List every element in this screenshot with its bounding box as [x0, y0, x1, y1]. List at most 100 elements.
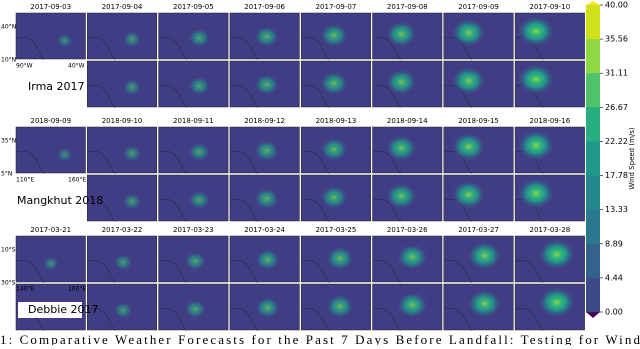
wind-field: [467, 289, 502, 318]
wind-field: [467, 241, 502, 270]
land-outline: [158, 198, 187, 222]
wind-field: [386, 69, 417, 95]
colorbar-band: [586, 277, 600, 313]
land-outline: [15, 259, 45, 283]
panel-date: 2018-09-11: [173, 117, 214, 125]
land-outline: [158, 36, 187, 60]
wind-field: [326, 294, 354, 318]
wind-field: [254, 26, 279, 48]
panel-date: 2017-09-05: [173, 3, 214, 11]
storm-name: Debbie 2017: [28, 303, 99, 316]
panel-date: 2018-09-10: [102, 117, 143, 125]
wind-field: [386, 135, 417, 161]
land-outline: [229, 198, 258, 222]
colorbar-band: [586, 107, 600, 142]
land-outline: [443, 36, 472, 60]
land-outline: [229, 307, 258, 331]
map-panel: [87, 126, 158, 174]
panel-date: 2017-03-23: [173, 226, 214, 234]
land-outline: [87, 150, 116, 174]
panel-date: 2018-09-15: [458, 117, 499, 125]
colorbar-tick-label: 8.89: [605, 239, 623, 248]
lat-label: 10°S: [1, 247, 16, 254]
panel-date: 2017-03-27: [458, 226, 499, 234]
wind-field: [517, 178, 554, 209]
colorbar-tick-label: 13.33: [605, 205, 628, 214]
wind-field: [254, 188, 279, 210]
land-outline: [301, 150, 330, 174]
wind-field: [397, 244, 428, 270]
colorbar-label: Wind Speed (m/s): [628, 127, 636, 190]
panel-date: 2018-09-13: [316, 117, 357, 125]
colorbar-tick-label: 17.78: [605, 171, 628, 180]
map-panel: [87, 12, 158, 60]
land-outline: [443, 84, 472, 108]
colorbar-bottom: [586, 312, 600, 318]
wind-field: [538, 287, 575, 318]
panel-date: 2017-09-10: [530, 3, 571, 11]
map-panel: [87, 60, 158, 108]
land-outline: [515, 259, 544, 283]
map-panel: [372, 126, 443, 174]
panel-date: 2018-09-16: [530, 117, 571, 125]
land-outline: [158, 84, 187, 108]
wind-field: [56, 147, 73, 162]
lon-label: 110°E: [16, 177, 34, 184]
wind-field: [42, 256, 59, 271]
wind-field: [122, 193, 142, 210]
land-outline: [158, 259, 187, 283]
wind-field: [452, 18, 486, 47]
land-outline: [443, 307, 472, 331]
colorbar-band: [586, 175, 600, 211]
land-outline: [372, 150, 401, 174]
wind-field: [255, 249, 280, 271]
panel-date: 2017-03-24: [244, 226, 285, 234]
land-outline: [87, 36, 116, 60]
wind-field: [320, 23, 348, 47]
wind-field: [326, 246, 354, 270]
colorbar-band: [586, 209, 600, 245]
land-outline: [372, 84, 401, 108]
wind-field: [320, 185, 348, 209]
wind-field: [452, 180, 486, 209]
wind-field: [184, 251, 207, 271]
storm-name: Irma 2017: [28, 80, 85, 93]
wind-field: [113, 302, 133, 319]
colorbar-top: [586, 1, 600, 5]
wind-field: [188, 142, 211, 162]
wind-field: [452, 132, 486, 161]
wind-field: [113, 254, 133, 271]
wind-field: [122, 31, 142, 48]
map-panel: [15, 12, 86, 60]
land-outline: [229, 259, 258, 283]
colorbar-band: [586, 5, 600, 40]
land-outline: [372, 307, 401, 331]
colorbar-band: [586, 141, 600, 177]
map-panel: [15, 126, 86, 174]
wind-field: [122, 145, 142, 162]
storm-name: Mangkhut 2018: [17, 194, 103, 207]
colorbar-band: [586, 39, 600, 74]
panel-date: 2018-09-14: [387, 117, 428, 125]
wind-field: [122, 79, 142, 96]
land-outline: [229, 150, 258, 174]
wind-field: [517, 64, 554, 95]
lon-label: 90°W: [16, 63, 33, 70]
panel-date: 2017-03-22: [102, 226, 143, 234]
land-outline: [158, 307, 187, 331]
panel-date: 2017-03-21: [30, 226, 71, 234]
wind-field: [452, 66, 486, 95]
land-outline: [229, 36, 258, 60]
land-outline: [87, 307, 116, 331]
colorbar-tick-label: 40.00: [605, 1, 628, 10]
land-outline: [229, 84, 258, 108]
land-outline: [301, 84, 330, 108]
wind-field: [320, 71, 348, 95]
wind-field: [386, 183, 417, 209]
panel-date: 2017-09-04: [102, 3, 143, 11]
lon-label: 140°E: [16, 286, 34, 293]
wind-field: [517, 16, 554, 47]
wind-field: [517, 130, 554, 161]
lat-label: 30°S: [1, 280, 16, 287]
